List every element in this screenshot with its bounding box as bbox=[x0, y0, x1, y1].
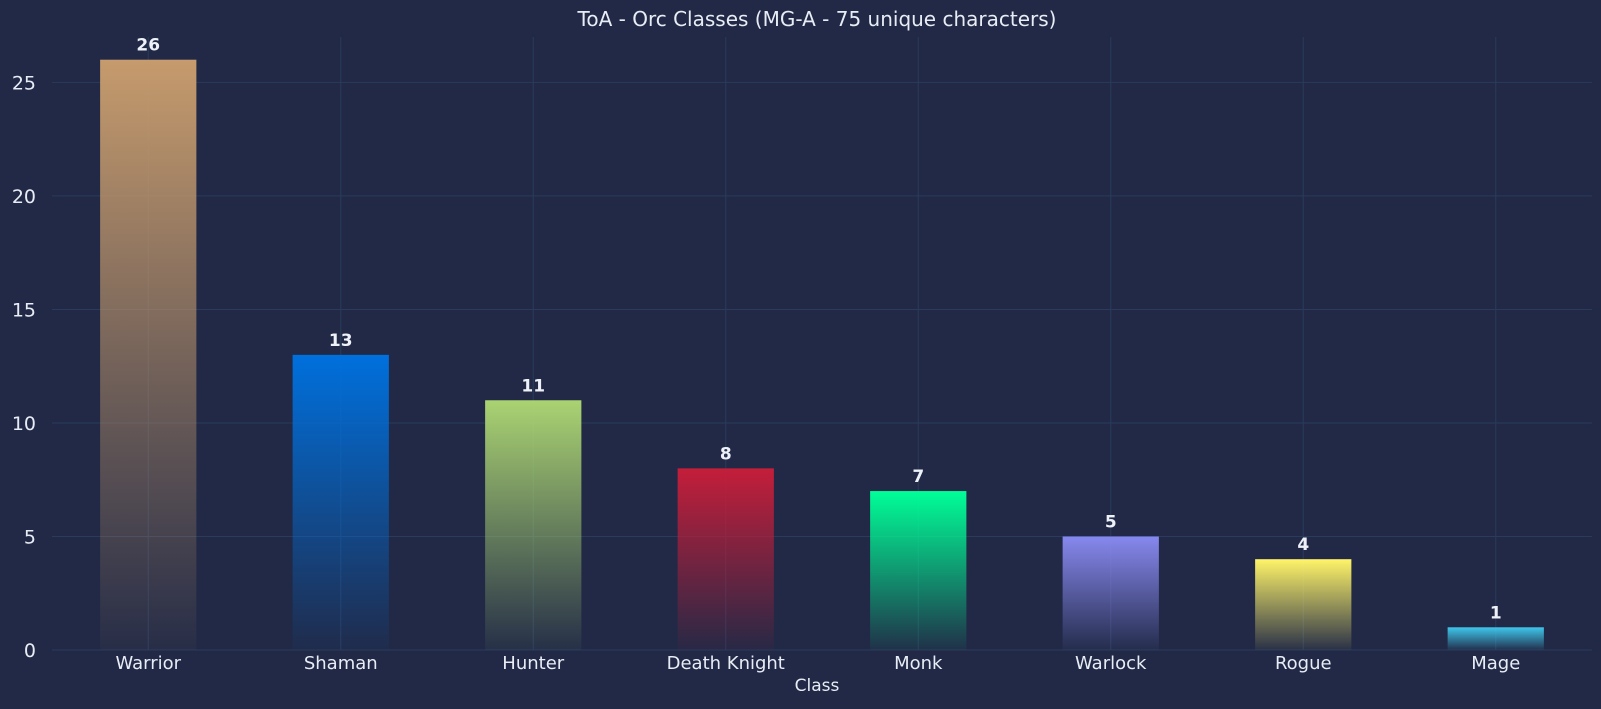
bar-value-label: 8 bbox=[720, 444, 732, 464]
bar-value-label: 5 bbox=[1105, 512, 1117, 532]
x-axis-label: Class bbox=[795, 676, 840, 696]
x-tick-label: Warrior bbox=[115, 653, 181, 674]
y-tick-label: 20 bbox=[12, 186, 36, 208]
bar-value-label: 26 bbox=[136, 36, 160, 56]
bar-death-knight bbox=[677, 468, 774, 650]
y-tick-label: 25 bbox=[12, 72, 36, 94]
bar-mage bbox=[1447, 627, 1544, 650]
y-tick-label: 15 bbox=[12, 299, 36, 321]
bar-monk bbox=[870, 491, 967, 650]
bar-warrior bbox=[100, 59, 197, 650]
value-label-layer: 26 13 11 8 7 5 4 1 bbox=[136, 36, 1501, 624]
bar-layer bbox=[100, 59, 1544, 650]
y-tick-label: 0 bbox=[24, 640, 36, 662]
x-tick-label: Death Knight bbox=[667, 653, 785, 674]
x-tick-label: Mage bbox=[1471, 653, 1520, 674]
x-axis-ticks: Warrior Shaman Hunter Death Knight Monk Warlo… bbox=[115, 653, 1520, 674]
bar-hunter bbox=[485, 400, 582, 650]
bar-value-label: 1 bbox=[1490, 603, 1502, 623]
x-tick-label: Hunter bbox=[502, 653, 564, 674]
chart-title: ToA - Orc Classes (MG-A - 75 unique char… bbox=[577, 7, 1057, 31]
y-tick-label: 5 bbox=[24, 526, 36, 548]
y-axis-ticks: 0 5 10 15 20 25 bbox=[12, 72, 36, 662]
x-tick-label: Warlock bbox=[1075, 653, 1147, 674]
bar-value-label: 11 bbox=[521, 376, 545, 396]
x-tick-label: Shaman bbox=[304, 653, 378, 674]
bar-value-label: 4 bbox=[1297, 535, 1309, 555]
bar-rogue bbox=[1255, 559, 1352, 650]
x-tick-label: Rogue bbox=[1275, 653, 1332, 674]
bar-shaman bbox=[292, 354, 389, 650]
bar-warlock bbox=[1062, 536, 1159, 650]
x-tick-label: Monk bbox=[894, 653, 943, 674]
bar-value-label: 7 bbox=[912, 467, 924, 487]
bar-value-label: 13 bbox=[329, 331, 353, 351]
y-tick-label: 10 bbox=[12, 413, 36, 435]
